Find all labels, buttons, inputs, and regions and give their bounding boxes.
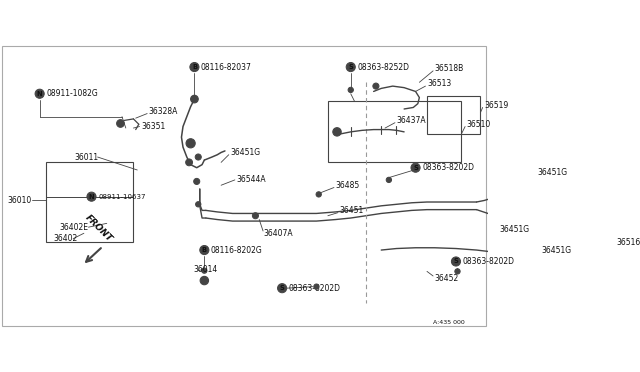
Circle shape [495, 237, 497, 240]
Circle shape [119, 122, 122, 125]
Circle shape [188, 161, 191, 164]
Text: 36516: 36516 [616, 238, 640, 247]
Circle shape [196, 180, 198, 183]
Circle shape [195, 154, 202, 160]
Circle shape [456, 270, 459, 273]
Text: S: S [280, 285, 285, 291]
Circle shape [316, 192, 321, 197]
Text: S: S [348, 64, 353, 70]
Circle shape [204, 269, 205, 272]
Text: B: B [192, 64, 197, 70]
Circle shape [388, 179, 390, 181]
Text: S: S [454, 259, 458, 264]
Circle shape [531, 177, 536, 183]
Text: 36510: 36510 [467, 120, 491, 129]
Bar [427, 96, 481, 134]
Circle shape [386, 177, 392, 183]
Circle shape [200, 276, 209, 285]
Circle shape [189, 141, 193, 145]
Text: 36011: 36011 [75, 153, 99, 161]
Text: S: S [413, 165, 418, 171]
Circle shape [349, 89, 352, 91]
Bar [328, 101, 461, 162]
Text: 36451G: 36451G [499, 225, 529, 234]
Text: 08116-82037: 08116-82037 [200, 62, 252, 71]
Circle shape [196, 202, 201, 207]
Circle shape [35, 89, 44, 98]
Text: 36437A: 36437A [397, 116, 426, 125]
Text: 08363-8202D: 08363-8202D [288, 284, 340, 293]
Circle shape [335, 130, 339, 134]
Text: 36402E: 36402E [60, 223, 88, 232]
Circle shape [451, 257, 461, 266]
Text: 36519: 36519 [484, 101, 508, 110]
Circle shape [333, 128, 341, 136]
Circle shape [116, 120, 124, 127]
Circle shape [411, 163, 420, 172]
Circle shape [191, 95, 198, 103]
Text: 36351: 36351 [141, 122, 165, 131]
Circle shape [373, 83, 379, 89]
Circle shape [203, 279, 206, 282]
Circle shape [193, 97, 196, 100]
Text: 36544A: 36544A [236, 176, 266, 185]
Circle shape [197, 203, 200, 205]
Text: 36010: 36010 [8, 196, 32, 205]
Text: 08363-8202D: 08363-8202D [462, 257, 514, 266]
Text: 36328A: 36328A [148, 107, 178, 116]
Text: 08116-8202G: 08116-8202G [211, 246, 262, 254]
Text: 36451G: 36451G [230, 148, 260, 157]
Circle shape [186, 159, 193, 166]
Circle shape [252, 213, 259, 219]
Circle shape [190, 62, 199, 72]
Text: 36402: 36402 [53, 234, 77, 243]
Circle shape [348, 87, 353, 93]
Text: 36451: 36451 [339, 206, 364, 215]
Circle shape [493, 236, 499, 241]
Circle shape [374, 85, 377, 87]
Text: 36407A: 36407A [263, 229, 292, 238]
Circle shape [197, 156, 200, 158]
Text: 36485: 36485 [335, 181, 360, 190]
Text: 36518B: 36518B [435, 64, 464, 73]
Text: A:435 000: A:435 000 [433, 320, 465, 325]
Circle shape [278, 283, 287, 293]
Circle shape [346, 62, 355, 72]
Circle shape [314, 284, 319, 289]
Circle shape [316, 285, 317, 288]
Circle shape [536, 257, 539, 259]
Circle shape [194, 179, 200, 185]
Text: 36451G: 36451G [538, 168, 568, 177]
Text: 08911-10637: 08911-10637 [99, 194, 146, 200]
Circle shape [202, 268, 207, 273]
Circle shape [186, 139, 195, 148]
Text: 36452: 36452 [435, 274, 459, 283]
Text: 36451G: 36451G [541, 246, 572, 254]
Text: FRONT: FRONT [84, 214, 115, 244]
Text: N: N [89, 194, 94, 200]
Circle shape [254, 214, 257, 217]
Circle shape [455, 269, 460, 274]
Text: 36513: 36513 [427, 79, 451, 88]
Text: 36014: 36014 [194, 264, 218, 274]
Bar [45, 162, 133, 243]
Text: 08911-1082G: 08911-1082G [47, 89, 99, 98]
Circle shape [87, 192, 96, 201]
Circle shape [317, 193, 320, 196]
Text: 08363-8252D: 08363-8252D [358, 62, 410, 71]
Circle shape [535, 255, 540, 260]
Text: N: N [37, 91, 42, 97]
Circle shape [532, 179, 535, 181]
Circle shape [200, 246, 209, 254]
Text: B: B [202, 247, 207, 253]
Text: 08363-8202D: 08363-8202D [422, 163, 474, 172]
